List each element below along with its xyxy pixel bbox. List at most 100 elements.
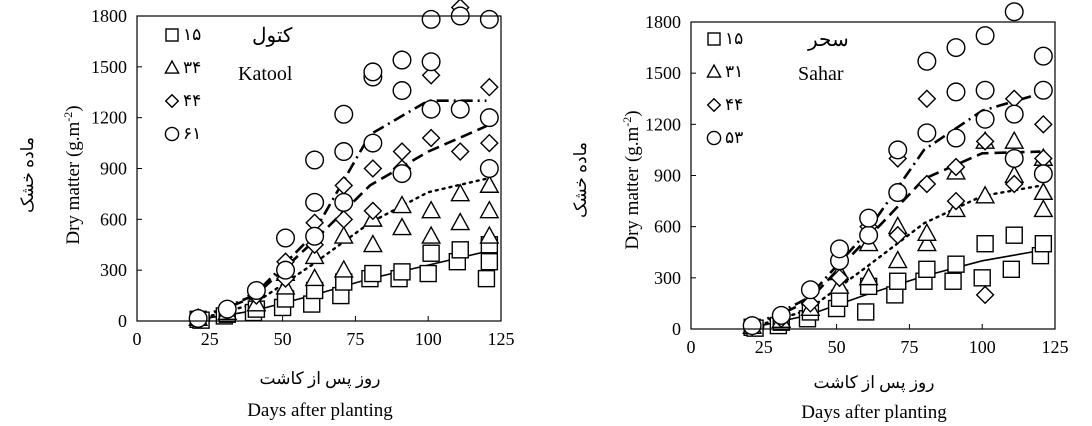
data-point-square [1005, 226, 1023, 244]
data-point-square [480, 252, 499, 271]
data-point-circle [392, 50, 412, 70]
data-point-triangle [333, 225, 354, 244]
fit-line-diamond [751, 150, 1041, 329]
x-tick-label: 25 [201, 329, 219, 349]
y-tick-label: 300 [654, 268, 681, 288]
y-tick-label: 1500 [91, 57, 127, 77]
x-tick-label: 125 [488, 329, 515, 349]
data-point-square [889, 272, 907, 290]
data-point-circle [246, 281, 266, 301]
data-point-circle [946, 38, 966, 58]
data-point-diamond [946, 157, 966, 177]
legend-label: ۱۵ [183, 25, 201, 44]
data-point-diamond [1033, 114, 1053, 134]
data-point-circle [1004, 104, 1024, 124]
data-point-circle [859, 208, 879, 228]
chart-katool-ticks: 0 25 50 75 100 125 0 300 600 900 1200 1500 1800 [91, 6, 515, 349]
data-point-circle [800, 280, 820, 300]
data-point-circle [888, 183, 908, 203]
y-axis-label-fa: ماده خشک [18, 137, 37, 213]
y-tick-label: 900 [654, 166, 681, 186]
data-point-square [422, 244, 440, 262]
y-axis-label: Dry matter (g.m-2) [61, 105, 84, 244]
data-point-triangle [450, 183, 471, 202]
x-axis-label-fa: روز پس از کاشت [260, 369, 381, 389]
data-point-triangle [333, 259, 354, 278]
data-point-diamond [479, 133, 499, 153]
data-point-circle [946, 128, 966, 148]
data-point-square [944, 272, 962, 290]
legend-label: ۴۴ [183, 91, 201, 110]
x-tick-label: 25 [755, 337, 773, 357]
data-point-diamond [363, 201, 383, 221]
data-point-diamond [421, 65, 441, 85]
x-tick-label: 75 [900, 337, 918, 357]
x-tick-label: 0 [133, 329, 142, 349]
y-tick-label: 1200 [91, 108, 127, 128]
data-point-triangle [479, 174, 500, 193]
data-point-circle [1033, 46, 1053, 66]
data-point-circle [946, 82, 966, 102]
x-tick-label: 100 [415, 329, 442, 349]
y-axis-label: Dry matter (g.m-2) [620, 110, 643, 249]
data-point-circle [363, 62, 383, 82]
x-tick-label: 50 [274, 329, 292, 349]
data-point-circle [421, 9, 441, 29]
data-point-triangle [421, 200, 442, 219]
data-point-triangle [304, 267, 325, 287]
x-tick-label: 50 [828, 337, 846, 357]
data-point-circle [1004, 148, 1024, 168]
x-tick-label: 100 [969, 337, 996, 357]
data-point-square [393, 263, 411, 281]
legend-label: ۱۵ [725, 29, 743, 48]
data-point-square [976, 235, 994, 253]
fit-line-diamond [197, 124, 487, 321]
data-point-triangle [392, 195, 412, 214]
data-point-diamond [917, 89, 937, 109]
data-point-circle [1004, 2, 1024, 22]
cultivar-name-fa: سحر [807, 29, 849, 51]
data-point-circle [334, 192, 354, 212]
data-point-diamond [801, 294, 820, 313]
x-axis-label: Days after planting [801, 402, 947, 423]
y-tick-label: 1500 [645, 63, 681, 83]
data-point-circle [305, 150, 325, 170]
data-point-circle [392, 164, 412, 184]
data-point-circle [188, 308, 208, 328]
legend-marker-circle [706, 130, 722, 146]
data-point-diamond [975, 285, 995, 305]
data-point-circle [217, 299, 237, 319]
data-point-diamond [421, 128, 441, 148]
data-point-diamond [392, 142, 412, 161]
legend-marker-circle [164, 126, 180, 142]
y-tick-label: 900 [100, 159, 127, 179]
data-point-triangle [1033, 181, 1054, 201]
data-point-triangle [858, 267, 879, 286]
legend-marker-square [165, 28, 179, 42]
data-point-circle [975, 26, 995, 46]
x-tick-label: 75 [346, 329, 364, 349]
y-tick-label: 1800 [91, 6, 127, 26]
legend-label: ۳۱ [725, 62, 743, 81]
chart-katool: 0 25 50 75 100 125 0 300 600 900 1200 1500 1800 ۱۵ ۳۴… [0, 0, 540, 426]
data-point-square [918, 260, 936, 279]
chart-katool-legend: ۱۵ ۳۴ ۴۴ ۶۱ [164, 25, 201, 143]
data-point-diamond [1004, 174, 1024, 194]
data-point-square [1002, 260, 1021, 279]
data-point-square [947, 255, 965, 273]
legend-marker-square [707, 32, 721, 46]
data-point-triangle [975, 185, 996, 204]
data-point-circle [479, 108, 499, 128]
chart-sahar-svg: 0 25 50 75 100 125 0 300 600 900 1200 1500 1800 ۱۵ ۳۱… [571, 2, 1069, 423]
data-point-square [973, 269, 991, 287]
legend-label: ۵۳ [725, 128, 743, 147]
data-point-diamond [917, 174, 937, 194]
data-point-circle [276, 260, 296, 280]
y-tick-label: 1200 [645, 114, 681, 134]
cultivar-name: Katool [238, 63, 293, 85]
data-point-triangle [421, 225, 442, 244]
data-point-circle [276, 228, 296, 248]
data-point-circle [479, 9, 499, 29]
data-point-circle [975, 109, 995, 129]
data-point-triangle [916, 233, 937, 252]
